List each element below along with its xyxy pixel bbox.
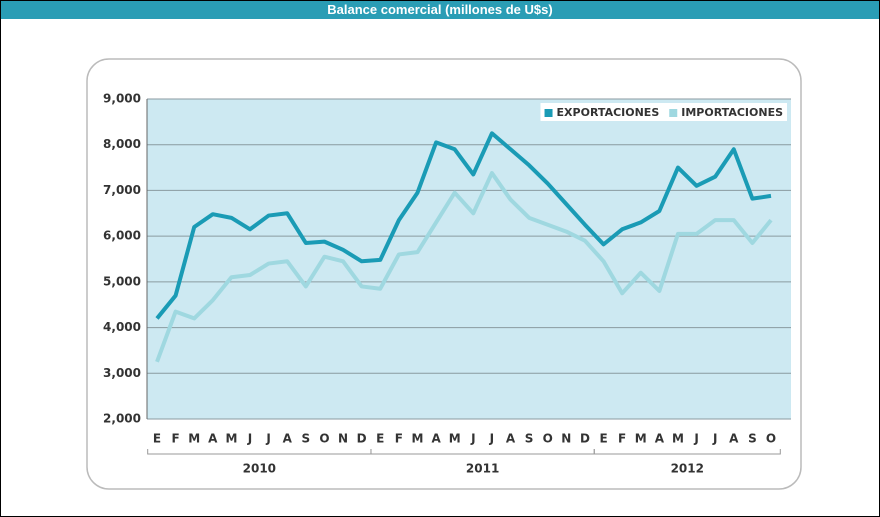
x-tick-label: J (470, 432, 475, 446)
x-tick-label: D (580, 432, 590, 446)
x-tick-label: M (449, 432, 461, 446)
x-tick-label: A (208, 432, 218, 446)
x-tick-label: O (319, 432, 329, 446)
x-tick-label: D (357, 432, 367, 446)
x-tick-label: M (672, 432, 684, 446)
x-tick-label: A (655, 432, 665, 446)
group-bracket (593, 449, 781, 455)
x-tick-label: O (543, 432, 553, 446)
x-tick-label: A (283, 432, 293, 446)
x-tick-label: F (395, 432, 403, 446)
x-tick-label: J (247, 432, 252, 446)
y-tick-label: 6,000 (103, 229, 141, 243)
x-tick-label: J (265, 432, 270, 446)
group-label: 2010 (243, 462, 276, 476)
y-tick-label: 9,000 (103, 92, 141, 106)
x-tick-label: M (225, 432, 237, 446)
x-tick-label: N (338, 432, 348, 446)
x-tick-label: J (712, 432, 717, 446)
y-tick-label: 2,000 (103, 412, 141, 426)
x-tick-label: S (302, 432, 311, 446)
x-tick-label: E (599, 432, 607, 446)
group-label: 2011 (466, 462, 499, 476)
y-tick-label: 8,000 (103, 137, 141, 151)
x-tick-label: M (635, 432, 647, 446)
legend-swatch (669, 109, 678, 117)
legend-label: EXPORTACIONES (557, 106, 660, 119)
x-tick-label: J (489, 432, 494, 446)
plot-area (147, 99, 791, 419)
x-tick-label: S (748, 432, 757, 446)
x-tick-label: A (506, 432, 516, 446)
x-tick-label: N (561, 432, 571, 446)
y-tick-label: 3,000 (103, 366, 141, 380)
legend-box (540, 103, 787, 121)
x-tick-label: M (188, 432, 200, 446)
x-tick-label: F (618, 432, 626, 446)
x-tick-label: A (431, 432, 441, 446)
x-tick-label: E (153, 432, 161, 446)
x-tick-label: J (693, 432, 698, 446)
header: Balance comercial (millones de U$s) (1, 1, 879, 19)
x-tick-label: F (172, 432, 180, 446)
series-line (155, 171, 773, 363)
y-tick-label: 7,000 (103, 183, 141, 197)
legend-swatch (544, 109, 553, 117)
series-line (155, 131, 772, 320)
x-tick-label: S (525, 432, 534, 446)
group-label: 2012 (671, 462, 704, 476)
chart: 2,000 3,000 4,000 5,000 6,000 7,000 8,000 9,000… (86, 58, 802, 490)
legend-label: IMPORTACIONES (681, 106, 783, 119)
x-tick-label: M (412, 432, 424, 446)
y-tick-label: 5,000 (103, 274, 141, 288)
x-tick-label: O (766, 432, 776, 446)
y-tick-label: 4,000 (103, 320, 141, 334)
x-tick-label: E (376, 432, 384, 446)
x-tick-label: A (729, 432, 739, 446)
